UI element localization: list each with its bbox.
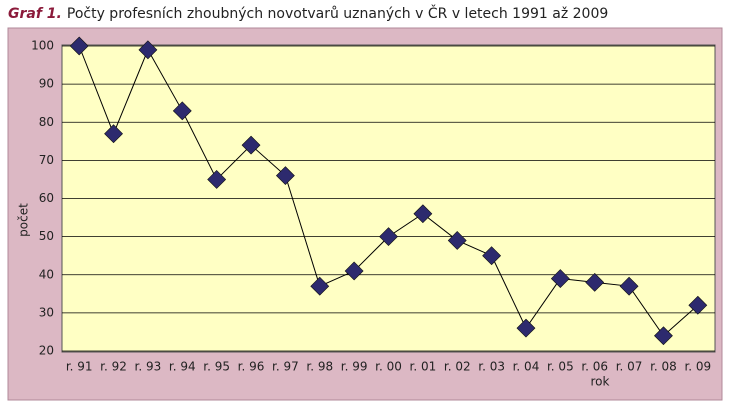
y-tick-label: 90 [39, 77, 54, 91]
data-point [310, 276, 330, 296]
y-axis-label: počet [17, 203, 31, 237]
data-point [275, 166, 295, 186]
data-point [379, 227, 398, 247]
data-point [241, 135, 261, 155]
x-tick-label: r. 92 [100, 360, 127, 374]
data-point [585, 272, 605, 292]
data-point [344, 261, 364, 281]
x-tick-label: r. 01 [410, 360, 437, 374]
data-point [69, 36, 89, 56]
x-axis-label: rok [591, 375, 610, 389]
x-tick-label: r. 04 [513, 360, 540, 374]
x-tick-label: r. 08 [650, 360, 677, 374]
data-point [516, 318, 536, 338]
y-tick-label: 60 [39, 191, 54, 205]
data-point [654, 326, 673, 346]
x-tick-label: r. 94 [169, 360, 196, 374]
data-point [688, 295, 708, 315]
data-point [619, 276, 639, 296]
y-tick-label: 100 [31, 39, 54, 53]
title-label: Graf 1. [8, 6, 62, 22]
x-tick-label: r. 09 [684, 360, 711, 374]
data-point [207, 170, 227, 189]
data-point [172, 101, 192, 121]
x-tick-label: r. 07 [616, 360, 643, 374]
x-tick-label: r. 02 [444, 360, 471, 374]
data-point [138, 40, 158, 60]
data-point [413, 204, 433, 224]
data-point [447, 231, 467, 250]
x-tick-label: r. 05 [547, 360, 574, 374]
x-tick-label: r. 03 [478, 360, 505, 374]
x-tick-label: r. 00 [375, 360, 402, 374]
data-point [104, 124, 123, 144]
data-point [482, 246, 502, 266]
y-tick-label: 70 [39, 153, 54, 167]
y-tick-label: 50 [39, 229, 54, 243]
title-text: Počty profesních zhoubných novotvarů uzn… [67, 4, 608, 22]
x-tick-label: r. 95 [203, 360, 230, 374]
y-tick-label: 20 [39, 344, 54, 358]
data-point [550, 269, 570, 288]
x-tick-label: r. 99 [341, 360, 368, 374]
x-tick-label: r. 93 [135, 360, 162, 374]
x-tick-label: r. 98 [306, 360, 333, 374]
x-tick-label: r. 06 [581, 360, 608, 374]
y-tick-label: 30 [39, 305, 54, 319]
x-tick-label: r. 91 [66, 360, 93, 374]
y-tick-label: 80 [39, 115, 54, 129]
x-tick-label: r. 97 [272, 360, 299, 374]
x-tick-label: r. 96 [238, 360, 265, 374]
y-tick-label: 40 [39, 267, 54, 281]
chart-title: Graf 1. Počty profesních zhoubných novotv… [8, 4, 608, 22]
